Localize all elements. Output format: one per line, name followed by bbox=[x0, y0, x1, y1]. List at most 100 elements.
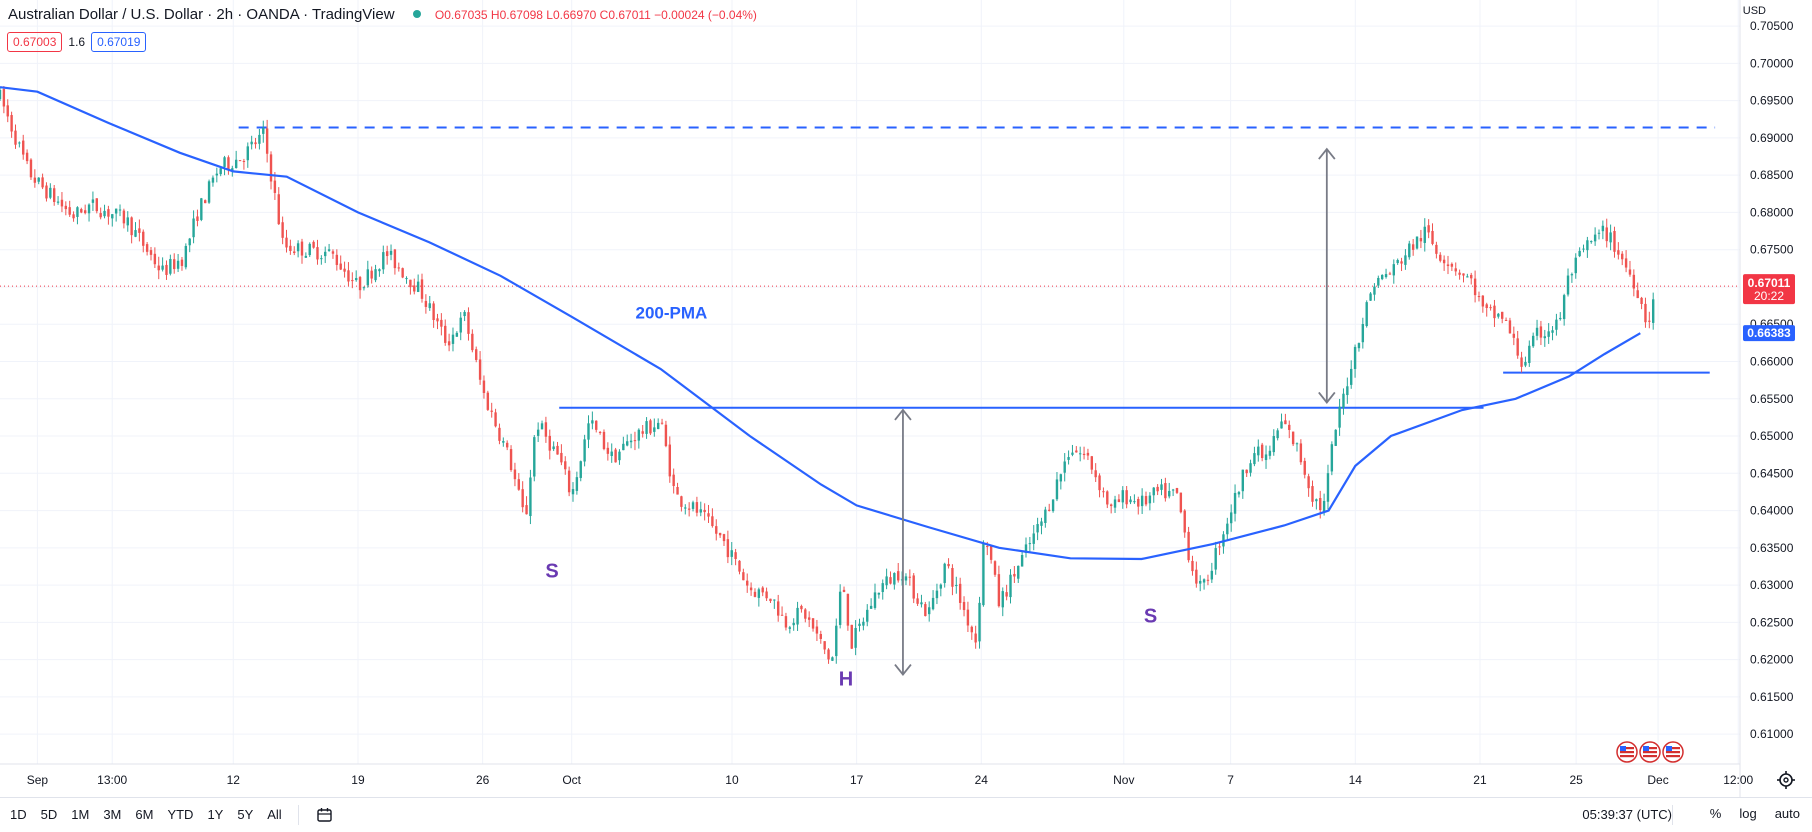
candle-body bbox=[1431, 230, 1434, 244]
go-to-date-icon[interactable] bbox=[316, 807, 334, 823]
candle-body bbox=[1384, 274, 1388, 278]
candle-body bbox=[614, 449, 617, 463]
time-tick-label: 10 bbox=[725, 773, 739, 787]
candle-body bbox=[680, 496, 683, 507]
time-tick-label: Nov bbox=[1113, 773, 1134, 787]
candle-body bbox=[1516, 338, 1519, 356]
candle-body bbox=[699, 509, 702, 513]
range-1d-button[interactable]: 1D bbox=[10, 807, 27, 822]
candle-body bbox=[56, 201, 60, 203]
candle-body bbox=[1288, 424, 1291, 430]
candle-body bbox=[444, 325, 447, 343]
candle-body bbox=[1562, 295, 1566, 320]
candle-body bbox=[1280, 421, 1283, 429]
pattern-label: H bbox=[839, 669, 853, 691]
candle-body bbox=[1106, 491, 1109, 505]
candle-body bbox=[22, 140, 25, 155]
candle-body bbox=[529, 477, 532, 517]
candle-body bbox=[223, 157, 226, 167]
candle-body bbox=[610, 451, 613, 457]
candle-body bbox=[327, 249, 331, 251]
candle-body bbox=[897, 571, 900, 581]
candle-body bbox=[14, 130, 17, 145]
candle-body bbox=[114, 208, 118, 214]
log-scale-button[interactable]: log bbox=[1739, 806, 1757, 821]
currency-selector[interactable]: USD bbox=[1742, 5, 1766, 17]
candle-body bbox=[819, 634, 822, 639]
candle-body bbox=[1501, 311, 1504, 319]
candle-body bbox=[831, 657, 834, 661]
candle-body bbox=[1605, 227, 1608, 242]
candle-body bbox=[234, 159, 238, 168]
candle-body bbox=[1028, 543, 1032, 545]
candle-body bbox=[1322, 500, 1326, 512]
candle-body bbox=[451, 334, 455, 344]
range-1y-button[interactable]: 1Y bbox=[207, 807, 224, 822]
candle-body bbox=[300, 241, 304, 256]
utc-clock[interactable]: 05:39:37 (UTC) bbox=[1582, 807, 1672, 822]
symbol-title[interactable]: Australian Dollar / U.S. Dollar · 2h · O… bbox=[8, 6, 395, 23]
candle-body bbox=[1369, 293, 1372, 301]
candle-body bbox=[1044, 509, 1047, 523]
candle-body bbox=[389, 250, 393, 255]
price-tick-label: 0.66000 bbox=[1750, 355, 1794, 369]
candle-body bbox=[564, 461, 567, 470]
candle-body bbox=[378, 269, 381, 272]
candle-body bbox=[653, 427, 656, 432]
candle-body bbox=[1067, 457, 1070, 460]
time-tick-label: 24 bbox=[975, 773, 989, 787]
price-tick-label: 0.69000 bbox=[1750, 131, 1794, 145]
candle-body bbox=[1531, 335, 1535, 347]
candle-body bbox=[718, 532, 722, 536]
candle-body bbox=[920, 602, 923, 605]
candle-body bbox=[521, 489, 524, 508]
candle-body bbox=[1470, 274, 1473, 279]
candle-body bbox=[1566, 275, 1570, 295]
candle-body bbox=[703, 509, 706, 513]
candle-body bbox=[207, 181, 211, 203]
candle-body bbox=[1264, 454, 1268, 461]
sell-price-button[interactable]: 0.67003 bbox=[7, 32, 63, 52]
range-6m-button[interactable]: 6M bbox=[135, 807, 154, 822]
us-flag-icon[interactable] bbox=[1639, 741, 1661, 763]
auto-scale-button[interactable]: auto bbox=[1774, 806, 1800, 821]
range-all-button[interactable]: All bbox=[267, 807, 282, 822]
candle-body bbox=[1489, 307, 1492, 309]
settings-gear-icon[interactable] bbox=[1777, 771, 1795, 789]
arrow-head bbox=[1318, 147, 1336, 160]
range-5y-button[interactable]: 5Y bbox=[237, 807, 254, 822]
candle-body bbox=[1175, 488, 1179, 493]
range-ytd-button[interactable]: YTD bbox=[167, 807, 194, 822]
candle-body bbox=[637, 429, 641, 441]
candle-body bbox=[1137, 499, 1140, 507]
candle-body bbox=[440, 319, 443, 327]
price-tick-label: 0.64500 bbox=[1750, 466, 1794, 480]
us-flag-icon[interactable] bbox=[1662, 741, 1684, 763]
candle-body bbox=[1241, 469, 1245, 492]
candle-body bbox=[1005, 592, 1008, 597]
us-flag-icon[interactable] bbox=[1616, 741, 1638, 763]
price-tick-label: 0.61000 bbox=[1750, 727, 1794, 741]
candle-body bbox=[587, 423, 590, 440]
candle-body bbox=[293, 251, 296, 254]
range-1m-button[interactable]: 1M bbox=[71, 807, 90, 822]
candle-body bbox=[1535, 327, 1539, 336]
candle-body bbox=[893, 573, 896, 585]
candle-body bbox=[1276, 430, 1279, 439]
range-3m-button[interactable]: 3M bbox=[103, 807, 122, 822]
candle-body bbox=[103, 210, 106, 217]
candle-body bbox=[540, 423, 544, 430]
candle-body bbox=[966, 609, 970, 626]
candle-body bbox=[958, 583, 962, 603]
percent-scale-button[interactable]: % bbox=[1709, 806, 1722, 821]
candle-body bbox=[993, 561, 997, 575]
candle-body bbox=[1435, 244, 1438, 254]
candle-body bbox=[138, 228, 141, 233]
candle-body bbox=[560, 452, 563, 463]
range-5d-button[interactable]: 5D bbox=[40, 807, 58, 822]
candle-body bbox=[362, 287, 366, 289]
candle-body bbox=[1462, 273, 1465, 276]
buy-price-button[interactable]: 0.67019 bbox=[91, 32, 147, 52]
candle-body bbox=[784, 616, 788, 628]
